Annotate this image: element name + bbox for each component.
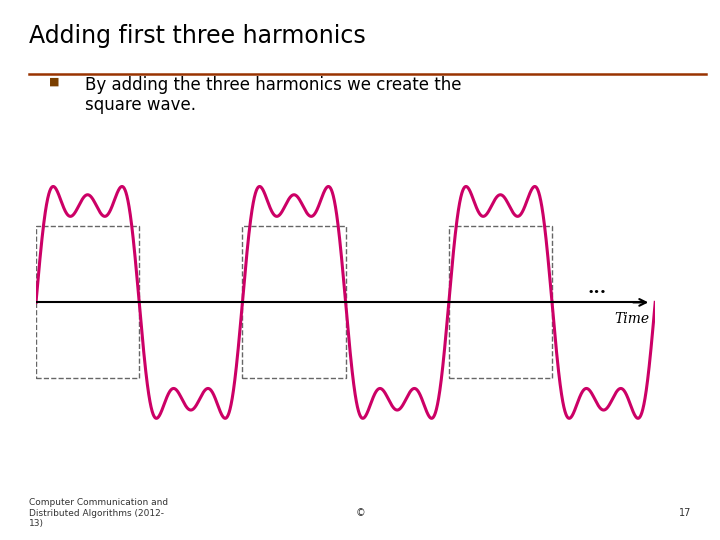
- Bar: [243, 226, 346, 379]
- Text: Adding first three harmonics: Adding first three harmonics: [29, 24, 366, 48]
- Text: By adding the three harmonics we create the
square wave.: By adding the three harmonics we create …: [85, 76, 462, 114]
- Text: ...: ...: [588, 279, 607, 296]
- Text: ©: ©: [355, 508, 365, 518]
- Text: ■: ■: [49, 77, 59, 87]
- Text: Time: Time: [614, 312, 649, 326]
- Text: 17: 17: [679, 508, 691, 518]
- Bar: [449, 226, 552, 379]
- Bar: [36, 226, 139, 379]
- Text: Computer Communication and
Distributed Algorithms (2012-
13): Computer Communication and Distributed A…: [29, 498, 168, 528]
